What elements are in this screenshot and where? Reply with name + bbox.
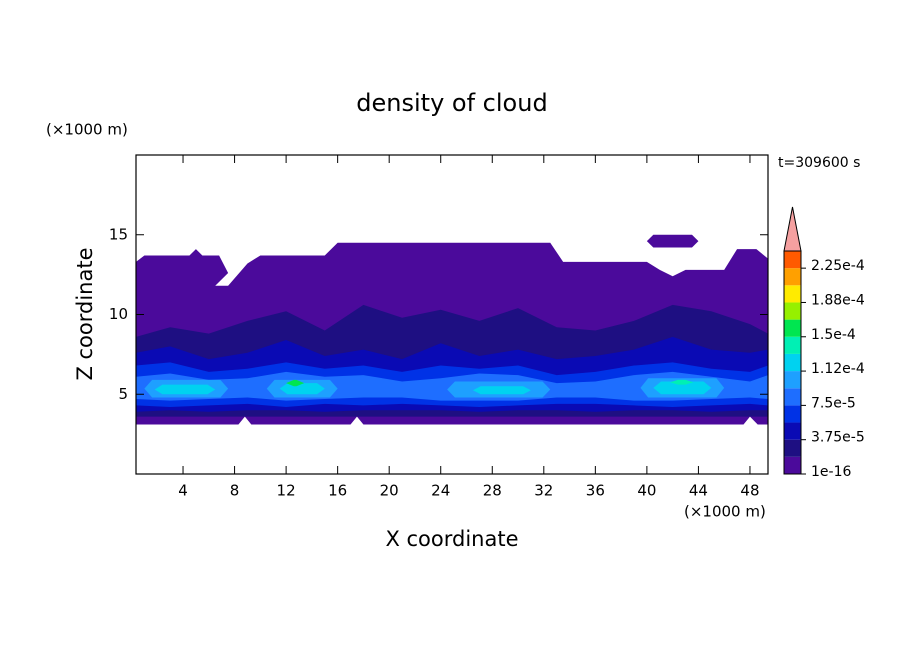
colorbar-bin bbox=[784, 388, 801, 406]
x-tick-label: 24 bbox=[431, 482, 450, 500]
x-tick-label: 8 bbox=[230, 482, 240, 500]
x-axis-title: X coordinate bbox=[385, 527, 518, 551]
x-tick-label: 32 bbox=[534, 482, 553, 500]
contour-region bbox=[653, 381, 712, 395]
x-tick-label: 4 bbox=[178, 482, 188, 500]
x-tick-label: 48 bbox=[740, 482, 759, 500]
colorbar-tick-label: 1.12e-4 bbox=[811, 361, 865, 377]
time-label: t=309600 s bbox=[778, 155, 860, 171]
y-tick-label: 15 bbox=[109, 225, 128, 243]
colorbar-bin bbox=[784, 268, 801, 286]
colorbar-bin bbox=[784, 251, 801, 269]
x-tick-label: 36 bbox=[586, 482, 605, 500]
contour-region bbox=[670, 379, 694, 385]
x-tick-label: 16 bbox=[328, 482, 347, 500]
colorbar-bin bbox=[784, 336, 801, 354]
x-tick-label: 12 bbox=[277, 482, 296, 500]
colorbar-bin bbox=[784, 319, 801, 337]
colorbar-tick-label: 1.88e-4 bbox=[811, 292, 865, 308]
colorbar-frame bbox=[783, 250, 802, 475]
y-axis-title: Z coordinate bbox=[73, 247, 97, 380]
y-tick-label: 10 bbox=[109, 305, 128, 323]
contour-region bbox=[646, 234, 699, 248]
y-tick-label: 5 bbox=[118, 385, 128, 403]
contour-region bbox=[286, 379, 305, 387]
y-unit: (×1000 m) bbox=[46, 121, 128, 139]
x-tick-label: 20 bbox=[380, 482, 399, 500]
x-tick-label: 28 bbox=[483, 482, 502, 500]
colorbar-bin bbox=[784, 285, 801, 303]
colorbar-tick-label: 2.25e-4 bbox=[811, 258, 865, 274]
contour-region bbox=[279, 383, 325, 395]
colorbar-bin bbox=[784, 371, 801, 389]
colorbar-bin bbox=[784, 422, 801, 440]
colorbar-bin bbox=[784, 439, 801, 457]
colorbar-tick-label: 1e-16 bbox=[811, 464, 851, 480]
colorbar-tick-label: 1.5e-4 bbox=[811, 327, 856, 343]
x-unit: (×1000 m) bbox=[684, 503, 766, 521]
chart-title: density of cloud bbox=[356, 89, 547, 117]
colorbar-bin bbox=[784, 456, 801, 474]
colorbar-bin bbox=[784, 405, 801, 423]
colorbar-tick-label: 3.75e-5 bbox=[811, 430, 865, 446]
contour-field bbox=[136, 234, 768, 425]
contour-region bbox=[472, 386, 531, 395]
x-tick-label: 40 bbox=[637, 482, 656, 500]
contour-region bbox=[154, 384, 216, 395]
colorbar-bin bbox=[784, 353, 801, 372]
colorbar-bin bbox=[784, 302, 801, 320]
colorbar-tick-label: 7.5e-5 bbox=[811, 395, 856, 411]
x-tick-label: 44 bbox=[689, 482, 708, 500]
